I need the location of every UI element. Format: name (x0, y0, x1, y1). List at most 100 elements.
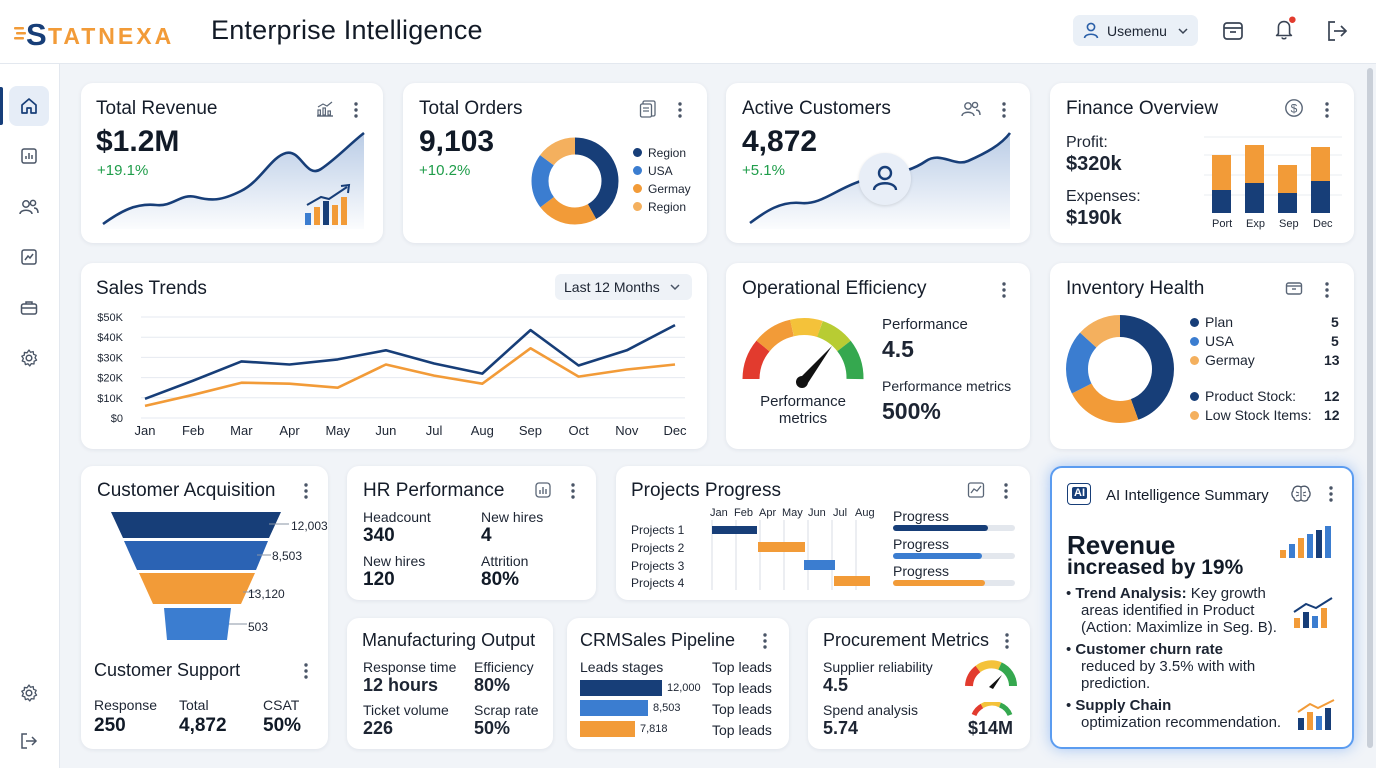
ai-headline: Revenue (1067, 530, 1176, 560)
sidebar-item-settings[interactable] (9, 338, 49, 378)
hr-performance-card[interactable]: HR Performance Headcount 340 New hires 4… (347, 466, 596, 600)
crm-sales-pipeline-card[interactable]: CRMSales Pipeline Leads stages 12,000 8,… (567, 618, 789, 749)
sidebar-item-preferences[interactable] (9, 673, 49, 713)
clipboard-icon[interactable] (639, 99, 657, 119)
sidebar-item-analytics[interactable] (9, 237, 49, 277)
stat-label: Spend analysis (823, 702, 918, 718)
pipeline-bar (580, 721, 635, 737)
sidebar-item-reports[interactable] (9, 136, 49, 176)
bar-label: Sep (1279, 218, 1299, 230)
brain-icon[interactable] (1290, 484, 1312, 504)
settings-icon (21, 684, 38, 702)
more-menu-icon[interactable] (762, 632, 768, 650)
legend-item: Plan (1190, 314, 1233, 330)
legend-item: Region (633, 146, 686, 160)
projects-progress-card[interactable]: Projects Progress Jan Feb Apr May Jun Ju… (616, 466, 1030, 600)
card-title: Projects Progress (631, 480, 781, 501)
more-menu-icon[interactable] (1003, 482, 1009, 500)
dollar-icon[interactable]: $ (1284, 98, 1304, 118)
gantt-row-label: Projects 1 (631, 523, 685, 537)
more-menu-icon[interactable] (1004, 632, 1010, 650)
more-menu-icon[interactable] (1001, 101, 1007, 119)
total-revenue-card[interactable]: Total Revenue $1.2M +19.1% (81, 83, 383, 243)
sales-series-line-2 (144, 347, 676, 408)
legend-item: Germay (1190, 352, 1255, 368)
sales-trends-card[interactable]: Sales Trends Last 12 Months $50K $40K $30K… (81, 263, 707, 449)
chart-icon[interactable] (315, 100, 335, 118)
inventory-health-card[interactable]: Inventory Health Plan 5 USA 5 Germay 13 … (1050, 263, 1354, 449)
ai-badge-icon: AI (1067, 483, 1091, 505)
finance-overview-card[interactable]: Finance Overview $ Profit: $320k Expense… (1050, 83, 1354, 243)
more-menu-icon[interactable] (303, 482, 309, 500)
progress-fill (893, 525, 989, 531)
x-tick-label: Jan (135, 423, 156, 438)
stat-label: Ticket volume (363, 702, 449, 718)
ai-bullet: • Customer churn rate reduced by 3.5% wi… (1066, 641, 1256, 692)
sidebar (0, 64, 60, 768)
y-tick-label: $30K (97, 352, 123, 364)
range-dropdown[interactable]: Last 12 Months (555, 274, 692, 300)
sidebar-item-projects[interactable] (9, 288, 49, 328)
logout-icon (21, 733, 38, 749)
active-customers-card[interactable]: Active Customers 4,872 +5.1% (726, 83, 1030, 243)
stat-value: 4.5 (823, 675, 849, 695)
sidebar-item-home[interactable] (9, 86, 49, 126)
more-menu-icon[interactable] (677, 101, 683, 119)
logout-icon[interactable] (1324, 18, 1350, 44)
ai-bullet: • Supply Chain optimization recommendati… (1066, 697, 1282, 731)
scrollbar-thumb[interactable] (1367, 68, 1373, 748)
card-title: HR Performance (363, 480, 505, 501)
gantt-month: Feb (734, 507, 753, 519)
procurement-metrics-card[interactable]: Procurement Metrics Supplier reliability… (808, 618, 1030, 749)
trend-icon[interactable] (967, 481, 985, 499)
y-tick-label: $20K (97, 373, 123, 385)
sidebar-item-logout[interactable] (9, 721, 49, 761)
legend-item: Germay (633, 182, 691, 196)
more-menu-icon[interactable] (303, 662, 309, 680)
bell-icon[interactable] (1271, 16, 1297, 42)
spend-gauge (971, 702, 1013, 716)
more-menu-icon[interactable] (1324, 101, 1330, 119)
more-menu-icon[interactable] (353, 101, 359, 119)
statnexa-logo[interactable]: S TATNEXA (14, 14, 184, 52)
user-menu-button[interactable]: Usemenu (1073, 15, 1198, 46)
manufacturing-output-card[interactable]: Manufacturing Output Response time 12 ho… (347, 618, 553, 749)
stat-label: CSAT (263, 697, 300, 713)
stat-value: 120 (363, 569, 395, 590)
more-menu-icon[interactable] (1328, 485, 1334, 503)
stat-label: Response (94, 697, 158, 713)
calendar-icon[interactable] (1220, 18, 1246, 44)
revenue-change: +19.1% (97, 162, 149, 179)
supply-chart-icon (1297, 699, 1335, 730)
gantt-month: Jul (833, 507, 848, 519)
profit-value: $320k (1066, 153, 1122, 175)
stat-value: 12 hours (363, 675, 439, 695)
more-menu-icon[interactable] (570, 482, 576, 500)
stat-value: 226 (363, 718, 394, 738)
operational-efficiency-card[interactable]: Operational Efficiency Performance metri… (726, 263, 1030, 449)
customer-acquisition-card[interactable]: Customer Acquisition 12,003 8,503 13,120… (81, 466, 328, 749)
card-title: Active Customers (742, 98, 891, 119)
funnel-value: 13,120 (248, 587, 285, 601)
users-icon[interactable] (960, 99, 982, 119)
sidebar-item-users[interactable] (9, 187, 49, 227)
x-tick-label: Feb (182, 423, 204, 438)
chart-icon[interactable] (534, 481, 552, 499)
gauge-label: Performance metrics (760, 393, 846, 427)
finance-stacked-bars (1204, 136, 1342, 213)
y-tick-label: $10K (97, 393, 123, 405)
progress-fill (893, 580, 985, 586)
stat-label: Response time (363, 659, 457, 675)
more-menu-icon[interactable] (1324, 281, 1330, 299)
total-orders-card[interactable]: Total Orders 9,103 +10.2% Region USA Ger… (403, 83, 707, 243)
more-menu-icon[interactable] (1001, 281, 1007, 299)
ai-summary-card[interactable]: AI AI Intelligence Summary Revenue incre… (1050, 466, 1354, 749)
x-tick-label: Apr (279, 423, 300, 438)
top-leads-label: Top leads (712, 659, 772, 675)
pipeline-bar (580, 680, 662, 696)
expenses-label: Expenses: (1066, 188, 1141, 205)
briefcase-icon (20, 301, 38, 315)
box-icon[interactable] (1284, 278, 1304, 298)
top-leads-label: Top leads (712, 701, 772, 717)
legend-value: 5 (1331, 314, 1339, 330)
